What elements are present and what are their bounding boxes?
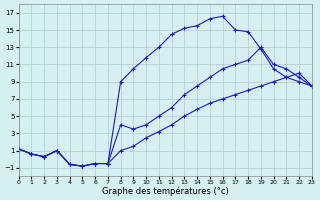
X-axis label: Graphe des températures (°c): Graphe des températures (°c) — [102, 186, 229, 196]
